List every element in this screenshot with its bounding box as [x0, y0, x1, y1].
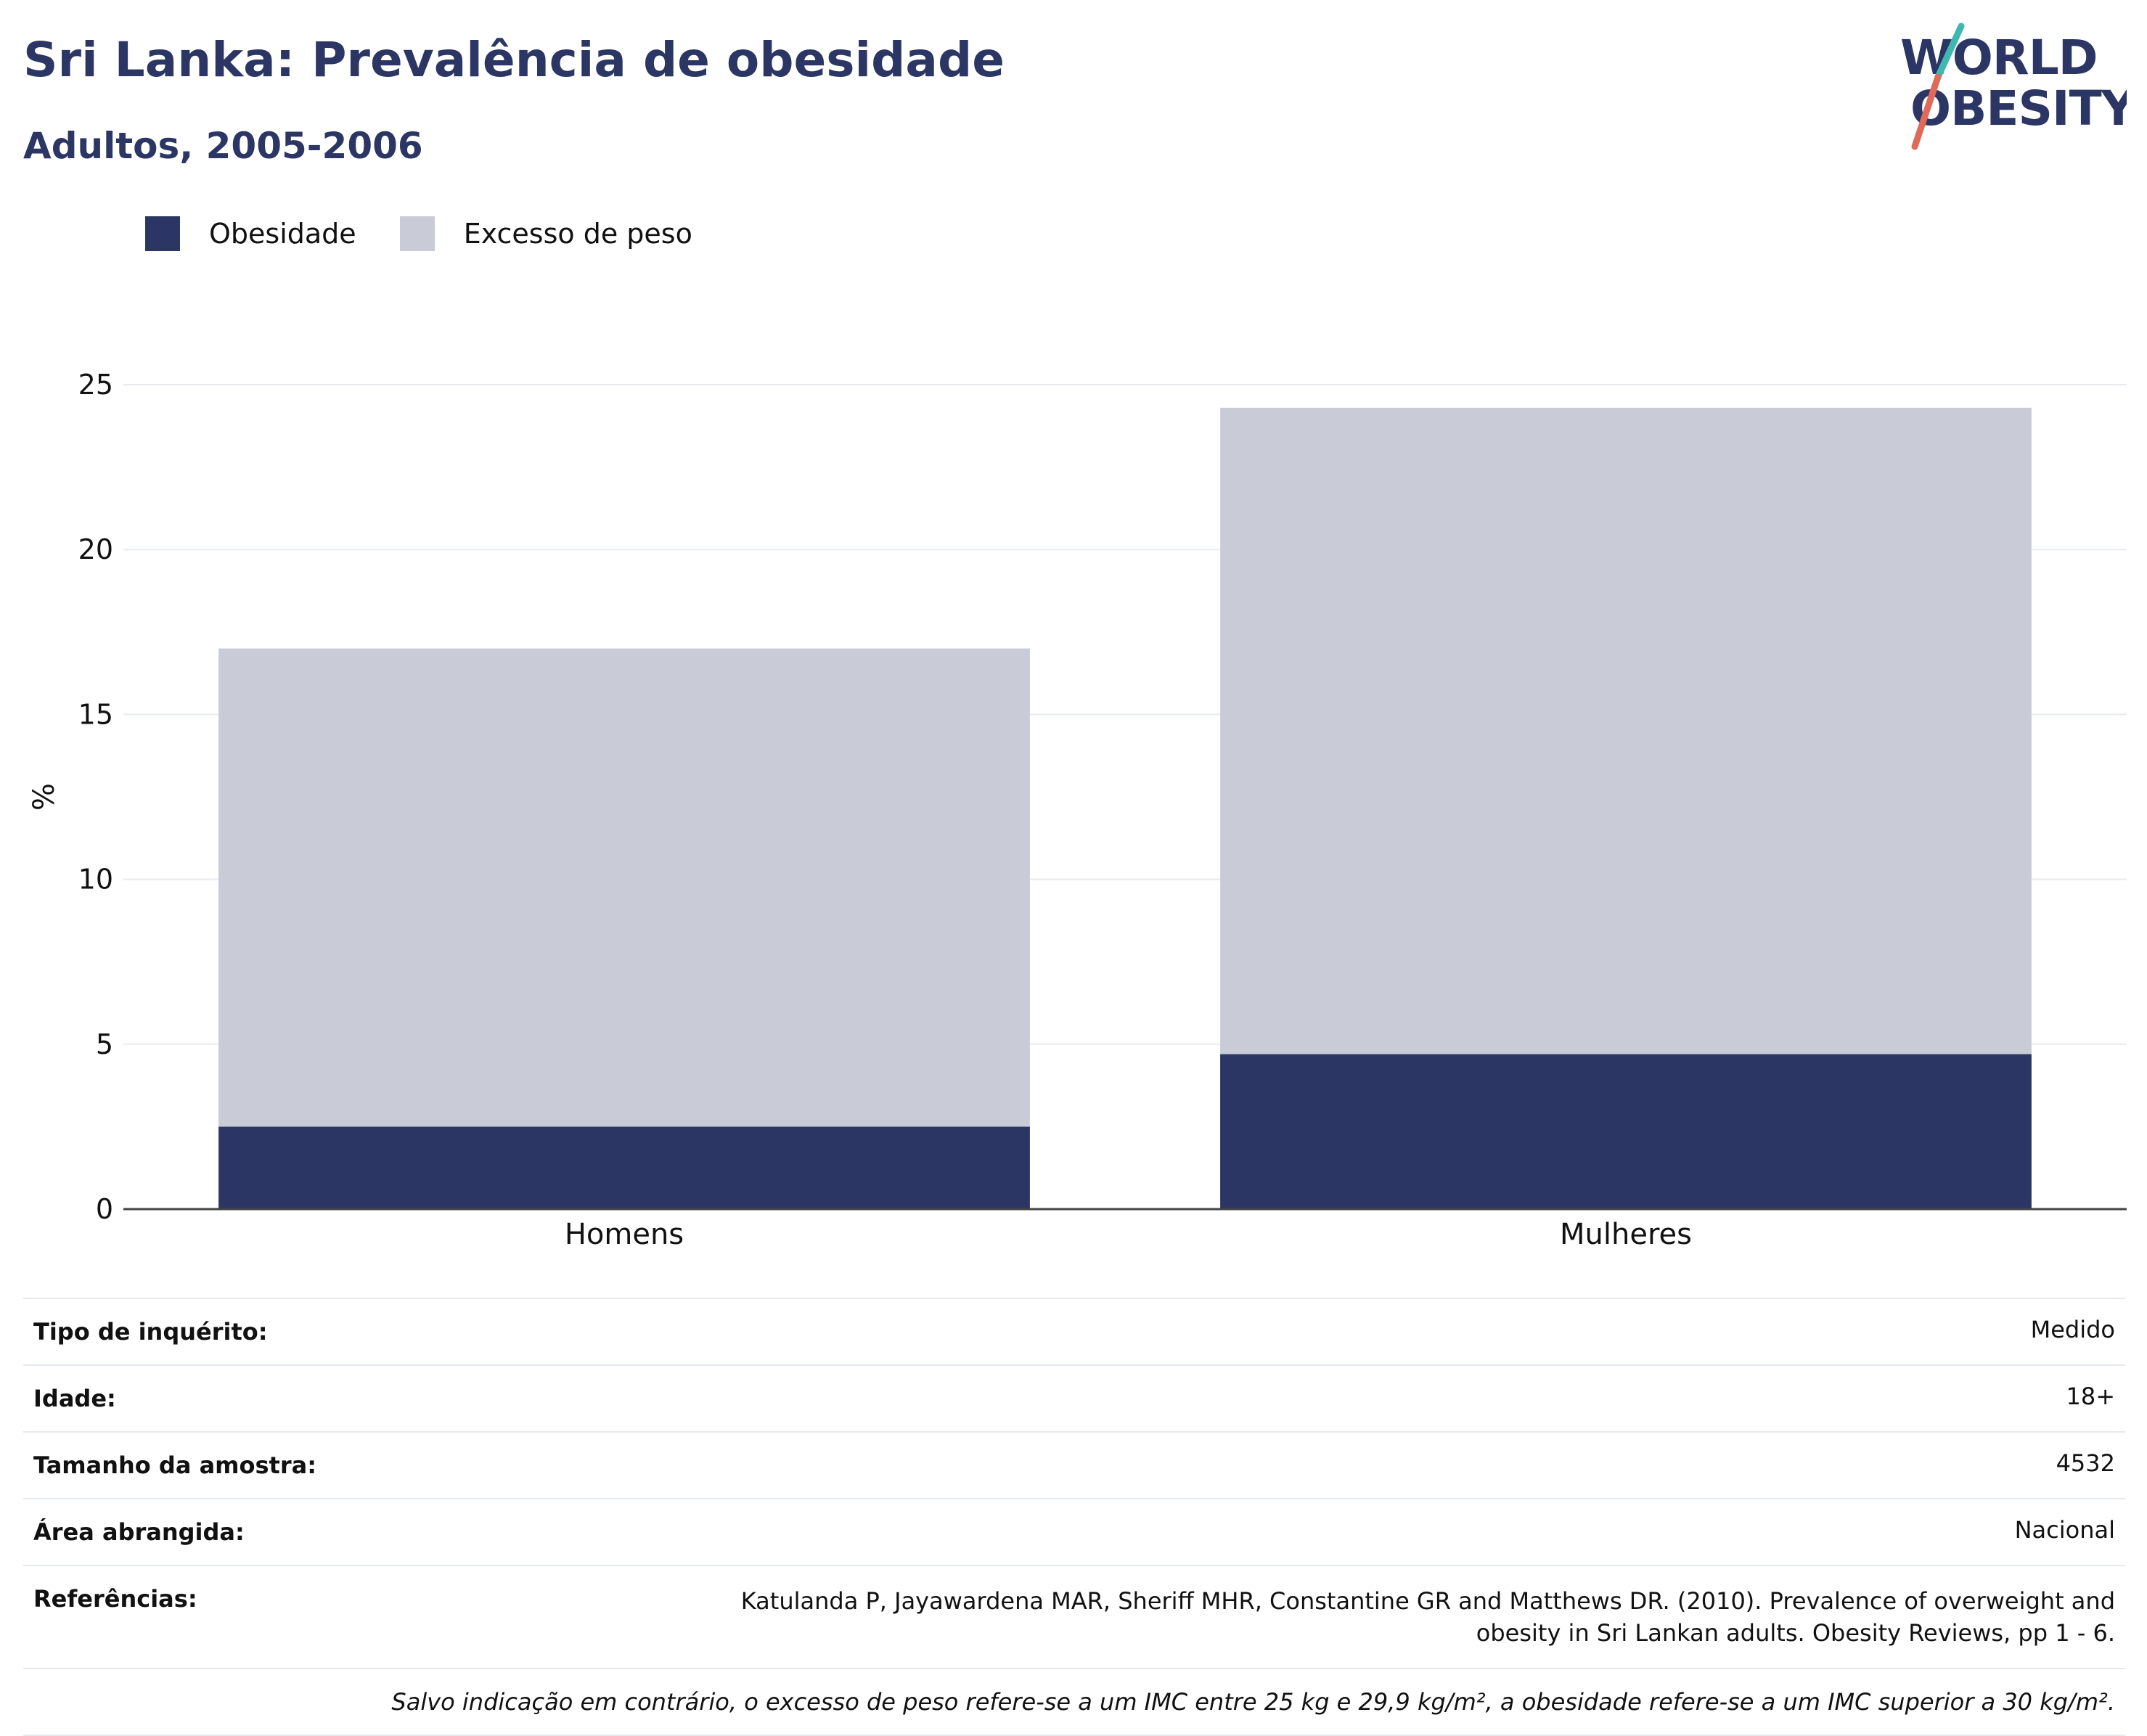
y-tick-label: 20 [78, 533, 113, 565]
legend-swatch-obesity [145, 216, 180, 251]
bar-overweight [1220, 407, 2032, 1055]
info-value: Katulanda P, Jayawardena MAR, Sheriff MH… [740, 1587, 2115, 1647]
info-value: Medido [2030, 1316, 2115, 1343]
legend-item-overweight: Excesso de peso [399, 216, 692, 251]
info-value: 18+ [2066, 1383, 2115, 1410]
legend-label-obesity: Obesidade [209, 218, 356, 250]
info-row-age: Idade: 18+ [23, 1364, 2125, 1431]
y-tick-label: 15 [78, 698, 113, 730]
info-label: Tamanho da amostra: [33, 1452, 316, 1479]
bar-obesity [1220, 1054, 2032, 1209]
y-tick-label: 5 [96, 1028, 113, 1060]
y-tick-label: 0 [96, 1193, 113, 1225]
info-label: Idade: [33, 1385, 116, 1412]
info-label: Referências: [33, 1585, 197, 1613]
info-row-sample-size: Tamanho da amostra: 4532 [23, 1431, 2125, 1498]
info-label: Tipo de inquérito: [33, 1318, 268, 1346]
y-tick-label: 10 [78, 864, 113, 896]
chart-title: Sri Lanka: Prevalência de obesidade [23, 32, 1005, 88]
stacked-bar-chart: 0 5 10 15 20 25 Homens Mulheres% [28, 369, 2127, 1251]
info-row-survey-type: Tipo de inquérito: Medido [23, 1298, 2125, 1364]
info-value: Nacional [2014, 1516, 2115, 1544]
chart-subtitle: Adultos, 2005-2006 [23, 125, 423, 167]
bar-overweight [218, 648, 1030, 1127]
info-row-area: Área abrangida: Nacional [23, 1498, 2125, 1565]
x-category-label: Mulheres [1560, 1218, 1692, 1251]
y-tick-label: 25 [78, 369, 113, 401]
legend-swatch-overweight [399, 216, 435, 251]
legend-label-overweight: Excesso de peso [463, 218, 692, 250]
legend-item-obesity: Obesidade [145, 216, 356, 251]
svg-text:OBESITY: OBESITY [1910, 81, 2127, 136]
bar-obesity [218, 1126, 1030, 1209]
svg-text:WORLD: WORLD [1900, 30, 2098, 86]
info-row-references: Referências: Katulanda P, Jayawardena MA… [23, 1565, 2125, 1668]
definition-note: Salvo indicação em contrário, o excesso … [23, 1668, 2125, 1736]
info-value: 4532 [2056, 1449, 2115, 1477]
chart-legend: Obesidade Excesso de peso [145, 216, 736, 251]
y-axis-label: % [28, 783, 61, 811]
info-label: Área abrangida: [33, 1518, 245, 1546]
survey-info-table: Tipo de inquérito: Medido Idade: 18+ Tam… [23, 1298, 2125, 1736]
world-obesity-logo: WORLD OBESITY [1900, 22, 2127, 150]
x-category-label: Homens [565, 1218, 684, 1251]
